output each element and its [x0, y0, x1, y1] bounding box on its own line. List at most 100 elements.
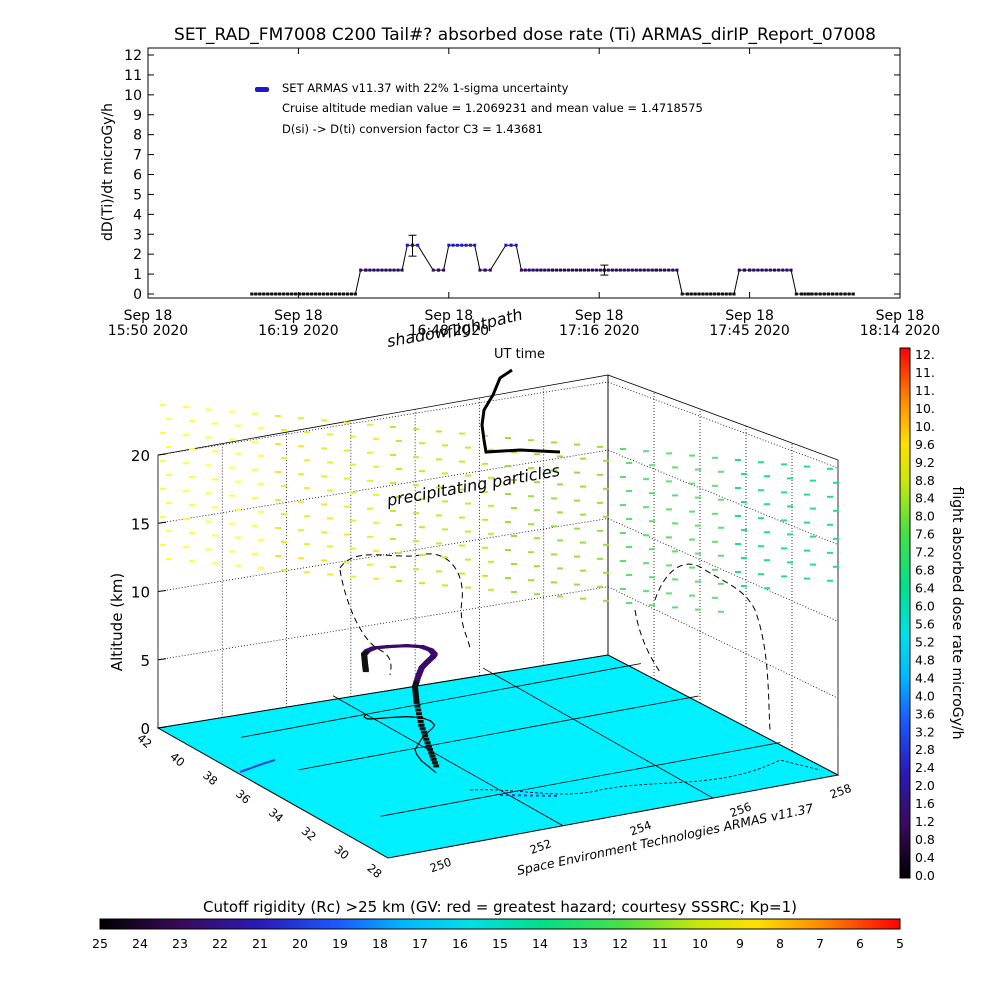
- ground-surface: [156, 654, 840, 859]
- top-y-tick-label: 8: [133, 128, 142, 144]
- flight-path-point: [419, 727, 426, 731]
- top-series-marker: [781, 268, 785, 272]
- top-series-marker: [789, 268, 793, 272]
- top-series-marker: [831, 292, 835, 296]
- top-series-marker: [447, 243, 451, 247]
- top-series: [250, 234, 855, 296]
- top-series-marker: [372, 268, 376, 272]
- top-series-marker: [527, 268, 531, 272]
- top-series-marker: [442, 268, 446, 272]
- bottom-colorbar-tick-label: 25: [92, 936, 108, 951]
- top-series-marker: [460, 243, 464, 247]
- top-series-marker: [777, 268, 781, 272]
- flight-ground-track: [363, 713, 437, 774]
- top-series-marker: [716, 292, 720, 296]
- top-series-marker: [468, 243, 472, 247]
- top-series-marker: [535, 268, 539, 272]
- top-series-marker: [826, 292, 830, 296]
- top-series-marker: [794, 292, 798, 296]
- lon-tick-label: 252: [528, 836, 553, 857]
- top-x-tick-line1: Sep 18: [725, 308, 774, 324]
- right-colorbar-tick-label: 6.4: [915, 581, 935, 596]
- z-tick: [157, 590, 167, 592]
- top-series-marker: [388, 268, 392, 272]
- annotation-ut-time: UT time: [494, 347, 545, 362]
- right-colorbar-tick-label: 2.4: [915, 760, 935, 775]
- top-series-marker: [606, 268, 610, 272]
- lat-tick-label: 28: [364, 861, 384, 881]
- flight-path-point: [414, 676, 421, 680]
- top-series-marker: [680, 292, 684, 296]
- top-series-marker: [689, 292, 693, 296]
- top-series-marker: [514, 243, 518, 247]
- right-colorbar: 12. 11. 11. 10. 10. 9.6 9.2 8.8 8.4 8.0 7.6 7.2 6.8 6…: [899, 347, 965, 883]
- top-series-marker: [650, 268, 654, 272]
- top-y-tick-label: 0: [133, 287, 142, 303]
- flight-path-point: [415, 708, 422, 712]
- right-colorbar-tick-label: 0.8: [915, 832, 935, 847]
- top-y-tick-label: 4: [133, 207, 142, 223]
- top-series-marker: [654, 268, 658, 272]
- lat-tick-label: 42: [134, 731, 154, 751]
- top-series-marker: [618, 268, 622, 272]
- top-series-marker: [345, 292, 349, 296]
- latitude-ticks: 28 30 32 34 36 38 40 42: [134, 731, 384, 881]
- bottom-colorbar-tick-label: 15: [492, 936, 508, 951]
- top-series-marker: [851, 292, 855, 296]
- top-x-tick-line2: 17:16 2020: [559, 323, 639, 339]
- lat-tick-label: 40: [167, 749, 187, 769]
- top-series-marker: [254, 292, 258, 296]
- top-x-tick-line2: 17:45 2020: [709, 323, 789, 339]
- flight-path-point: [412, 690, 419, 694]
- z-tick-label: 20: [131, 447, 150, 465]
- top-series-marker: [478, 268, 482, 272]
- flight-path-point: [391, 644, 398, 648]
- top-series-marker: [464, 243, 468, 247]
- legend-marker: [255, 87, 269, 92]
- flight-path-point: [400, 644, 407, 648]
- top-series-marker: [646, 268, 650, 272]
- top-series-marker: [752, 268, 756, 272]
- wall-grid-line: [607, 381, 839, 469]
- top-series-marker: [720, 292, 724, 296]
- top-y-tick-label: 11: [124, 68, 142, 84]
- top-series-marker: [384, 268, 388, 272]
- top-series-marker: [298, 292, 302, 296]
- top-series-marker: [574, 268, 578, 272]
- top-series-marker: [310, 292, 314, 296]
- legend-series-label: SET ARMAS v11.37 with 22% 1-sigma uncert…: [282, 81, 569, 95]
- right-colorbar-tick-label: 2.8: [915, 742, 935, 757]
- top-series-marker: [847, 292, 851, 296]
- top-series-marker: [473, 243, 477, 247]
- ground-blue-patch: [239, 759, 276, 773]
- top-series-marker: [262, 292, 266, 296]
- top-y-tick-label: 1: [133, 267, 142, 283]
- top-series-marker: [519, 268, 523, 272]
- top-series-marker: [294, 292, 298, 296]
- top-series-marker: [396, 268, 400, 272]
- bottom-colorbar-tick-label: 21: [252, 936, 268, 951]
- right-colorbar-tick-label: 10.: [915, 419, 935, 434]
- bottom-colorbar-tick-label: 18: [372, 936, 388, 951]
- flight-path-point: [420, 730, 427, 734]
- flight-path-point: [403, 644, 410, 648]
- top-series-marker: [724, 292, 728, 296]
- top-series-marker: [282, 292, 286, 296]
- flight-path-point: [427, 748, 434, 752]
- top-series-marker: [742, 268, 746, 272]
- top-series-marker: [806, 292, 810, 296]
- top-series-marker: [586, 268, 590, 272]
- top-x-tick-line1: Sep 18: [124, 308, 173, 324]
- flight-path-point: [429, 754, 436, 758]
- top-series-marker: [728, 292, 732, 296]
- top-series-marker: [562, 268, 566, 272]
- top-series-marker: [626, 268, 630, 272]
- top-x-tick-line2: 16:19 2020: [258, 323, 338, 339]
- z-tick: [157, 453, 167, 456]
- top-series-marker: [349, 292, 353, 296]
- top-series-marker: [274, 292, 278, 296]
- flight-path-point: [361, 654, 368, 658]
- top-series-marker: [634, 268, 638, 272]
- flight-path-point: [362, 669, 369, 673]
